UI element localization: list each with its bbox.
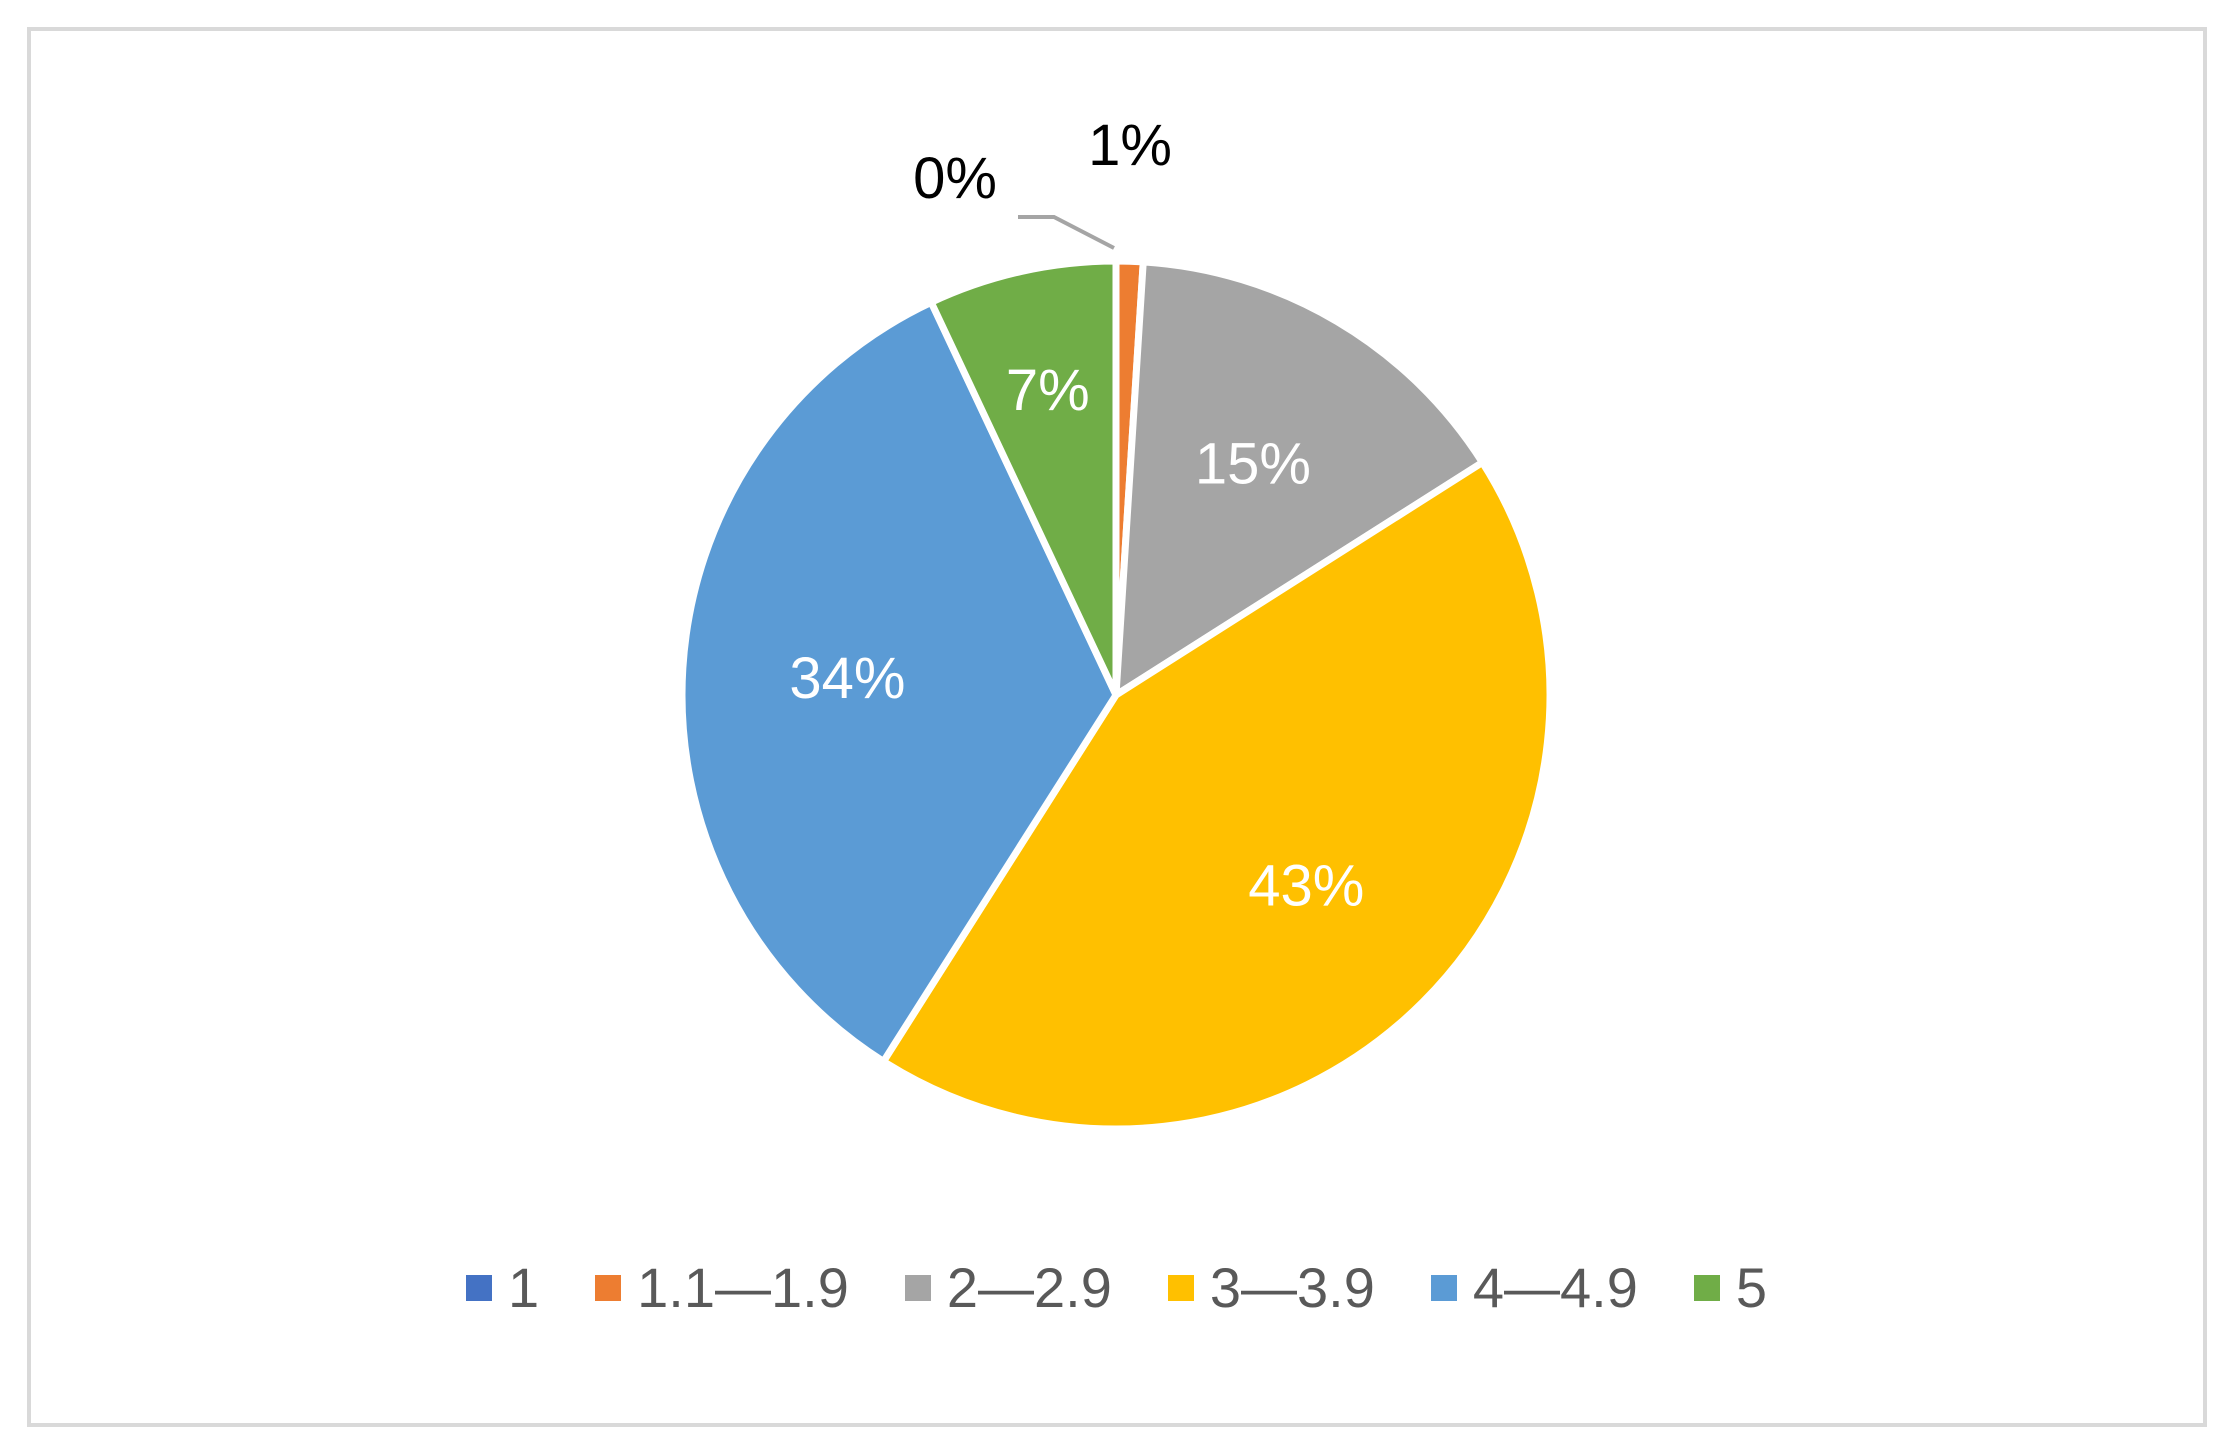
- legend-swatch-1: [465, 1275, 492, 1301]
- pie-slices: [678, 257, 1554, 1133]
- legend-swatch-1.1—1.9: [595, 1275, 622, 1301]
- pie-slice-3—3.9: [879, 458, 1554, 1133]
- pie-slice-5: [927, 257, 1120, 699]
- data-label-1.1—1.9: 1%: [1088, 113, 1172, 178]
- legend-swatch-2—2.9: [904, 1275, 931, 1301]
- leader-line-1: [1018, 215, 1115, 250]
- data-labels: 0% 1% 15% 43% 34% 7%: [789, 113, 1364, 918]
- legend-item-1: 1: [465, 1256, 540, 1319]
- legend-swatch-3—3.9: [1167, 1275, 1194, 1301]
- legend-item-1.1—1.9: 1.1—1.9: [595, 1260, 849, 1316]
- pie-slice-2—2.9: [1112, 258, 1486, 699]
- legend-item-5: 5: [1693, 1256, 1767, 1319]
- data-label-3—3.9: 43%: [1248, 853, 1364, 918]
- legend: 1 1.1—1.9 2—2.9 3—3.9 4—4.9 5: [0, 1260, 2233, 1316]
- legend-swatch-4—4.9: [1430, 1275, 1457, 1301]
- data-label-2—2.9: 15%: [1195, 431, 1311, 496]
- legend-label-5: 5: [1735, 1256, 1767, 1319]
- legend-item-2—2.9: 2—2.9: [904, 1256, 1112, 1319]
- legend-label-2—2.9: 2—2.9: [946, 1256, 1112, 1319]
- legend-swatch-5: [1693, 1275, 1720, 1301]
- data-label-4—4.9: 34%: [789, 646, 905, 711]
- legend-label-3—3.9: 3—3.9: [1209, 1256, 1375, 1319]
- leader-lines: [1018, 215, 1115, 250]
- legend-label-1: 1: [507, 1256, 540, 1319]
- legend-item-3—3.9: 3—3.9: [1167, 1256, 1375, 1319]
- legend-item-4—4.9: 4—4.9: [1430, 1256, 1638, 1319]
- legend-label-4—4.9: 4—4.9: [1472, 1256, 1638, 1319]
- legend-label-1.1—1.9: 1.1—1.9: [637, 1256, 849, 1319]
- data-label-5: 7%: [1006, 358, 1090, 423]
- data-label-1: 0%: [913, 146, 997, 211]
- pie-slice-4—4.9: [678, 298, 1120, 1065]
